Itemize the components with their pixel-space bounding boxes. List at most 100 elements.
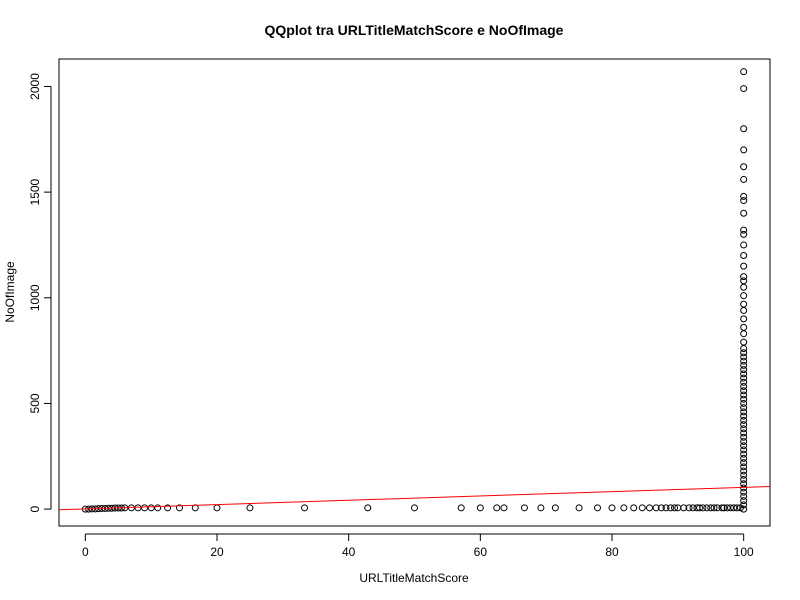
data-point [575,504,583,512]
data-point [740,425,748,433]
data-point [740,484,748,492]
data-point [740,338,748,346]
data-point [740,262,748,270]
x-tick-label: 40 [342,545,356,559]
data-point [147,504,155,512]
data-point [740,471,748,479]
data-point [638,504,646,512]
data-point [134,504,142,512]
y-tick-label: 2000 [28,73,42,100]
data-point [740,252,748,260]
data-point [175,504,183,512]
data-point [246,504,254,512]
data-point [740,408,748,416]
data-point [740,241,748,249]
data-point [740,416,748,424]
data-point [740,125,748,133]
data-point [646,504,654,512]
data-point [727,504,734,512]
data-point [740,366,748,374]
data-point [740,492,748,500]
data-point [740,353,748,361]
data-point [213,504,221,512]
data-point [740,374,748,382]
data-point [740,292,748,300]
data-point [608,504,616,512]
data-point [594,504,602,512]
data-point [301,504,309,512]
data-point [740,463,748,471]
data-point [662,504,670,512]
data-point [723,504,731,512]
data-point [740,175,748,183]
data-point [740,323,748,331]
data-point [740,283,748,291]
data-point [740,429,748,437]
data-point [740,273,748,281]
data-point [740,163,748,171]
data-point [740,370,748,378]
data-point [740,345,748,352]
data-point [689,504,697,512]
data-point [710,504,718,512]
x-tick-label: 20 [210,545,224,559]
data-point [630,504,638,512]
data-point [520,504,528,512]
data-point [740,450,748,458]
data-point [685,504,693,512]
data-point [740,357,748,365]
data-point [740,437,748,445]
data-point [667,504,675,512]
data-point [740,399,748,407]
data-point [740,442,748,450]
data-point [154,504,162,512]
x-tick-label: 60 [474,545,488,559]
data-point [740,349,748,357]
x-tick-label: 0 [82,545,89,559]
data-point [740,197,748,205]
data-point [164,504,172,512]
data-point [713,504,721,512]
data-point [740,505,748,513]
data-point [740,467,748,475]
data-point [457,504,465,512]
points-layer [81,68,748,513]
qq-reference-line [58,485,771,511]
data-point [707,504,715,512]
data-point [740,330,748,338]
data-point [657,504,665,512]
plot-area-frame [58,58,771,527]
data-point [740,459,748,467]
data-point [740,488,748,496]
data-point [740,192,748,200]
data-point [500,504,508,512]
reference-line-layer [58,485,771,511]
x-axis-label: URLTitleMatchScore [359,571,469,585]
data-point [740,433,748,441]
data-point [740,300,748,308]
data-point [740,230,748,238]
data-point [551,504,559,512]
y-tick-label: 0 [28,505,42,512]
data-point [733,504,741,512]
data-point [740,404,748,412]
data-point [720,504,728,512]
data-point [141,504,149,512]
data-point [740,68,748,76]
y-tick-label: 1000 [28,284,42,311]
data-point [364,504,372,512]
data-point [740,146,748,154]
data-point [740,421,748,429]
data-point [740,378,748,386]
data-point [740,476,748,484]
data-point [671,504,679,512]
data-point [493,504,501,512]
x-tick-label: 80 [605,545,619,559]
data-point [699,504,707,512]
data-point [718,504,726,512]
data-point [740,361,748,369]
data-point [730,504,738,512]
y-tick-label: 500 [28,393,42,413]
data-point [740,480,748,488]
chart-title: QQplot tra URLTitleMatchScore e NoOfImag… [265,22,564,38]
